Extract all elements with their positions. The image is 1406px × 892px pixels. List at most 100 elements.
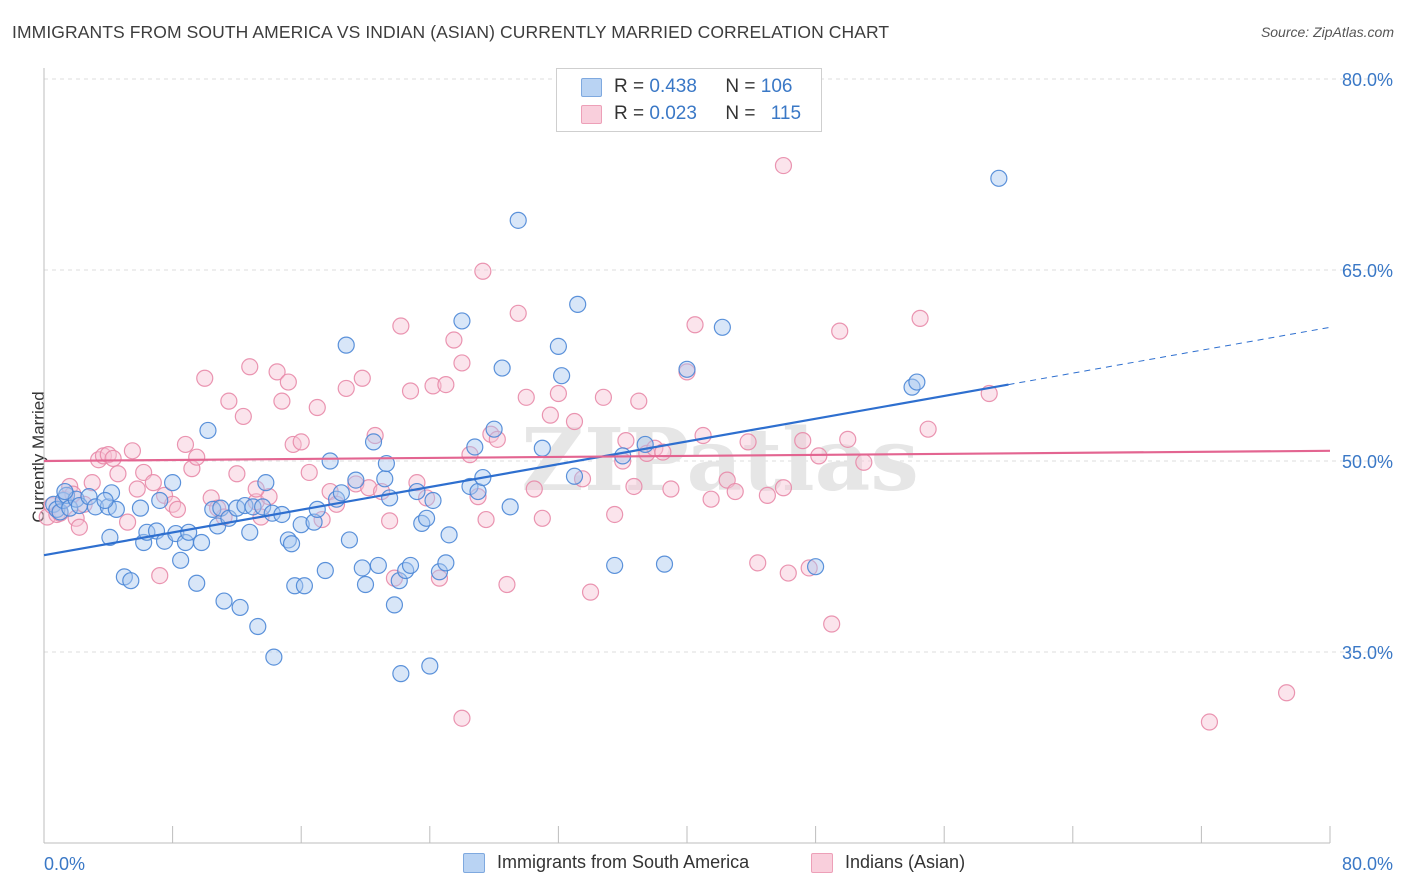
- point-south-america: [164, 474, 182, 492]
- legend-n-label: N =: [725, 76, 761, 97]
- correlation-legend: R = 0.438 N = 106 R = 0.023 N = 115: [556, 68, 822, 132]
- point-south-america: [340, 531, 359, 549]
- chart-source: Source: ZipAtlas.com: [1260, 24, 1394, 40]
- point-indians-asian: [123, 442, 142, 460]
- series-indians-asian-points: [38, 156, 1296, 731]
- point-south-america: [282, 535, 301, 553]
- point-indians-asian: [408, 474, 426, 492]
- legend-n-value: 115: [770, 103, 802, 124]
- point-indians-asian: [498, 575, 516, 594]
- point-south-america: [440, 526, 458, 544]
- point-indians-asian: [366, 426, 384, 445]
- legend-r-value: 0.023: [649, 103, 697, 124]
- point-south-america: [249, 617, 267, 636]
- point-south-america: [199, 421, 217, 440]
- point-indians-asian: [273, 392, 291, 410]
- point-indians-asian: [234, 407, 252, 426]
- point-indians-asian: [774, 479, 793, 497]
- point-indians-asian: [220, 392, 238, 410]
- point-south-america: [493, 359, 511, 377]
- point-indians-asian: [228, 465, 246, 483]
- point-south-america: [172, 551, 190, 569]
- legend-row-south-america: R = 0.438 N = 106: [581, 75, 792, 99]
- point-south-america: [347, 471, 365, 489]
- x-tick-label: 80.0%: [1342, 854, 1393, 874]
- point-south-america: [485, 420, 503, 438]
- point-south-america: [107, 500, 125, 518]
- point-indians-asian: [919, 420, 937, 438]
- point-indians-asian: [292, 433, 310, 451]
- point-indians-asian: [749, 554, 767, 572]
- point-indians-asian: [525, 480, 543, 498]
- point-south-america: [385, 596, 404, 614]
- legend-row-indians-asian: R = 0.023 N = 115: [581, 102, 801, 126]
- legend-r-value: 0.438: [649, 76, 697, 97]
- legend-swatch-pink: [581, 104, 602, 124]
- point-indians-asian: [565, 412, 584, 431]
- point-indians-asian: [453, 354, 471, 372]
- axes: [43, 68, 1331, 844]
- point-indians-asian: [726, 482, 744, 501]
- point-south-america: [151, 491, 169, 510]
- point-indians-asian: [353, 369, 371, 387]
- point-indians-asian: [517, 388, 535, 406]
- point-indians-asian: [196, 369, 214, 387]
- point-indians-asian: [474, 262, 492, 280]
- legend-n-value: 106: [760, 76, 793, 97]
- series-legend: Immigrants from South America Indians (A…: [0, 852, 1406, 878]
- legend-n-label: N =: [725, 103, 761, 124]
- point-indians-asian: [437, 376, 455, 394]
- point-south-america: [356, 575, 375, 594]
- point-indians-asian: [533, 509, 551, 527]
- point-south-america: [241, 523, 259, 541]
- y-tick-label: 65.0%: [1342, 261, 1393, 281]
- point-south-america: [569, 295, 587, 313]
- point-south-america: [122, 572, 140, 590]
- point-south-america: [713, 318, 731, 336]
- point-south-america: [257, 474, 275, 492]
- point-south-america: [417, 509, 436, 527]
- trend-lines: [43, 326, 1331, 557]
- point-south-america: [231, 598, 249, 617]
- point-south-america: [316, 561, 334, 580]
- point-indians-asian: [67, 509, 85, 527]
- point-indians-asian: [118, 513, 137, 531]
- point-indians-asian: [104, 449, 122, 468]
- point-south-america: [308, 500, 326, 518]
- point-indians-asian: [581, 583, 600, 601]
- point-south-america: [192, 533, 211, 552]
- point-south-america: [509, 211, 527, 229]
- point-indians-asian: [702, 490, 720, 508]
- point-south-america: [337, 336, 355, 354]
- point-south-america: [188, 574, 206, 592]
- point-south-america: [553, 367, 571, 385]
- point-south-america: [244, 498, 262, 516]
- point-indians-asian: [424, 377, 442, 395]
- point-south-america: [321, 452, 339, 470]
- point-south-america: [565, 467, 584, 485]
- legend-label-indians-asian: Indians (Asian): [845, 852, 966, 872]
- point-south-america: [437, 554, 455, 572]
- point-south-america: [606, 556, 624, 575]
- point-indians-asian: [739, 433, 757, 451]
- point-indians-asian: [911, 309, 929, 327]
- point-indians-asian: [831, 322, 849, 340]
- point-indians-asian: [453, 709, 471, 727]
- point-indians-asian: [509, 304, 527, 322]
- point-south-america: [376, 470, 394, 488]
- point-south-america: [390, 572, 408, 590]
- point-indians-asian: [855, 453, 873, 471]
- point-indians-asian: [800, 559, 818, 577]
- point-south-america: [131, 499, 150, 517]
- point-south-america: [413, 514, 431, 532]
- point-indians-asian: [360, 479, 378, 497]
- point-south-america: [397, 561, 415, 580]
- point-indians-asian: [268, 363, 286, 381]
- point-indians-asian: [839, 430, 857, 448]
- point-south-america: [533, 439, 551, 457]
- point-indians-asian: [477, 510, 495, 529]
- point-south-america: [655, 555, 674, 573]
- legend-swatch-pink: [811, 852, 833, 873]
- legend-label-south-america: Immigrants from South America: [497, 852, 750, 872]
